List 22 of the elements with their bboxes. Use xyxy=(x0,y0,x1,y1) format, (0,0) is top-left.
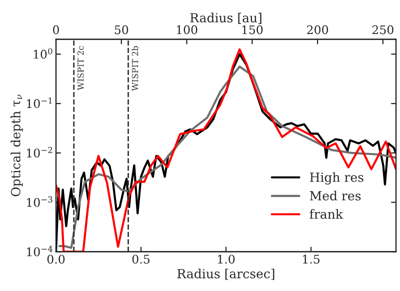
y-tick-label: 10$^{−2}$ xyxy=(27,146,52,158)
legend-label: frank xyxy=(310,209,344,219)
x-tick-label: 0.0 xyxy=(47,254,65,264)
x-tick-label: 1.0 xyxy=(218,254,235,264)
x-tick-label: 1.5 xyxy=(303,254,320,264)
legend-label: High res xyxy=(310,172,364,185)
ref-line-label: WISPIT 2b xyxy=(132,46,138,91)
x2-tick-label: 200 xyxy=(307,25,328,34)
x2-tick-label: 50 xyxy=(114,25,128,34)
y-axis-title: Optical depth τ$_{ν}$ xyxy=(10,94,23,196)
x2-tick-label: 150 xyxy=(242,25,263,34)
ref-line-label: WISPIT 2c xyxy=(77,46,84,90)
legend-label: Med res xyxy=(310,190,361,200)
x2-axis-title: Radius [au] xyxy=(190,12,262,24)
y-tick-label: 10$^{0}$ xyxy=(34,48,52,59)
x2-tick-label: 100 xyxy=(176,25,198,34)
y-tick-label: 10$^{−1}$ xyxy=(27,98,52,108)
x2-tick-label: 0 xyxy=(53,25,59,34)
x-axis-title: Radius [arcsec] xyxy=(177,268,274,280)
y-tick-label: 10$^{−3}$ xyxy=(27,196,52,207)
x-tick-label: 0.5 xyxy=(132,254,150,264)
x2-tick-label: 250 xyxy=(372,25,394,34)
